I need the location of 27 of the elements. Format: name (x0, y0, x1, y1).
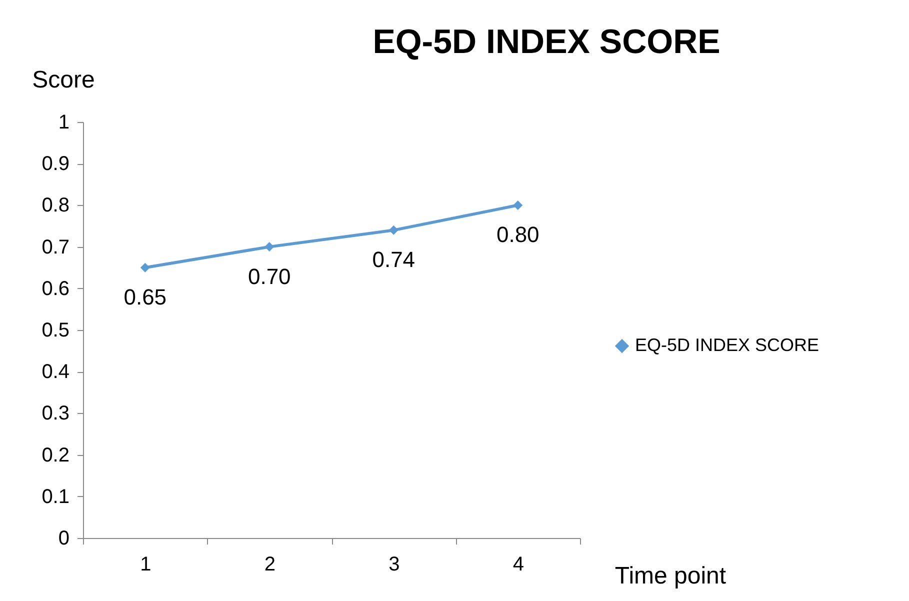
y-tick-label: 1 (58, 112, 70, 134)
x-axis-title: Time point (614, 562, 726, 590)
data-label: 0.70 (248, 264, 291, 289)
x-tick-label: 1 (140, 554, 152, 576)
y-tick-label: 0.6 (42, 278, 70, 300)
x-tick-label: 3 (388, 554, 400, 576)
y-tick-label: 0.4 (42, 361, 70, 384)
point (264, 242, 274, 252)
y-axis-title: Score (32, 66, 95, 94)
y-tick-label: 0.3 (42, 402, 70, 425)
y-tick-label: 0.8 (42, 194, 70, 217)
data-label: 0.65 (124, 284, 167, 310)
y-tick-label: 0.7 (42, 236, 70, 258)
x-tick-label: 4 (512, 554, 524, 576)
point (388, 225, 398, 235)
y-tick-label: 0.1 (42, 486, 70, 508)
data-label: 0.80 (496, 222, 540, 248)
y-tick-label: 0 (58, 528, 70, 550)
x-tick-label: 2 (264, 554, 276, 576)
point (513, 200, 523, 210)
y-tick-label: 0.5 (42, 320, 70, 342)
y-tick-label: 0.9 (42, 153, 70, 176)
data-label: 0.74 (372, 247, 416, 272)
chart-title: EQ-5D INDEX SCORE (372, 23, 720, 61)
legend-label: EQ-5D INDEX SCORE (635, 335, 820, 355)
point (140, 262, 150, 272)
y-tick-label: 0.2 (42, 444, 70, 466)
